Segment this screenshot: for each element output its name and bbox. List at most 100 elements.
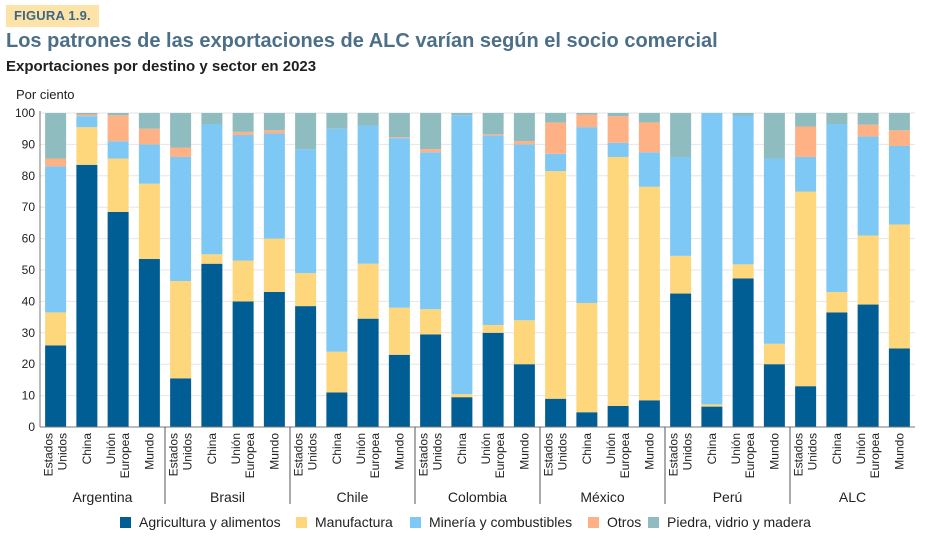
group-label: Brasil bbox=[210, 489, 245, 505]
x-tick-label: Estados bbox=[42, 433, 56, 476]
bar-segment-agricultura-y-alimentos bbox=[388, 354, 410, 427]
bar-segment-agricultura-y-alimentos bbox=[451, 397, 473, 427]
bar-segment-agricultura-y-alimentos bbox=[326, 392, 348, 427]
bar-segment-agricultura-y-alimentos bbox=[888, 348, 910, 427]
legend-item: Otros bbox=[588, 514, 641, 530]
bar-segment-agricultura-y-alimentos bbox=[638, 400, 660, 427]
x-tick-label: Europea bbox=[243, 433, 257, 479]
x-tick-label: Estados bbox=[792, 433, 806, 476]
bar-segment-manufactura bbox=[826, 291, 848, 313]
bar-segment-otros bbox=[388, 137, 410, 139]
bar-segment-piedra-vidrio-y-madera bbox=[295, 113, 317, 150]
x-tick-label: Estados bbox=[167, 433, 181, 476]
bar-segment-manufactura bbox=[857, 235, 879, 305]
bar-segment-manufactura bbox=[638, 186, 660, 401]
bar-segment-minería-y-combustibles bbox=[170, 156, 192, 281]
x-tick-label: Europea bbox=[618, 433, 632, 479]
bar-segment-manufactura bbox=[763, 343, 785, 365]
x-tick-label: China bbox=[330, 433, 344, 465]
bar-segment-minería-y-combustibles bbox=[201, 123, 223, 255]
bar-segment-piedra-vidrio-y-madera bbox=[607, 113, 629, 117]
y-tick-label: 70 bbox=[22, 200, 36, 214]
x-tick-label: Mundo bbox=[517, 433, 531, 470]
bar-segment-piedra-vidrio-y-madera bbox=[232, 113, 254, 132]
x-tick-labels: Estados Unidos China Unión Europea Mundo Estad… bbox=[42, 433, 907, 479]
bar-segment-piedra-vidrio-y-madera bbox=[420, 113, 442, 150]
legend-swatch bbox=[588, 516, 599, 528]
bar-segment-otros bbox=[888, 130, 910, 146]
group-label: México bbox=[580, 489, 625, 505]
bar-segment-otros bbox=[607, 116, 629, 143]
bar-segment-agricultura-y-alimentos bbox=[201, 263, 223, 427]
bar-segment-agricultura-y-alimentos bbox=[170, 378, 192, 427]
group-label: Perú bbox=[713, 489, 743, 505]
bar-segment-piedra-vidrio-y-madera bbox=[138, 113, 160, 129]
y-tick-label: 20 bbox=[22, 357, 36, 371]
bar-segment-manufactura bbox=[888, 224, 910, 349]
bar-segment-manufactura bbox=[170, 280, 192, 379]
bar-segment-minería-y-combustibles bbox=[420, 152, 442, 310]
bar-segment-agricultura-y-alimentos bbox=[607, 405, 629, 427]
x-tick-label: Unión bbox=[729, 433, 743, 464]
bar-segment-agricultura-y-alimentos bbox=[482, 332, 504, 427]
bar-segment-manufactura bbox=[451, 394, 473, 398]
bar-segment-manufactura bbox=[420, 309, 442, 335]
bar-segment-minería-y-combustibles bbox=[576, 127, 598, 303]
bar-segment-agricultura-y-alimentos bbox=[826, 312, 848, 427]
y-tick-label: 90 bbox=[22, 137, 36, 151]
y-tick-label: 60 bbox=[22, 232, 36, 246]
bar-segment-manufactura bbox=[357, 263, 379, 319]
x-tick-label: Mundo bbox=[642, 433, 656, 470]
bar-segment-agricultura-y-alimentos bbox=[107, 211, 129, 427]
x-tick-label: Unión bbox=[854, 433, 868, 464]
group-label: Colombia bbox=[448, 489, 507, 505]
x-tick-label: Europea bbox=[868, 433, 882, 479]
bar-segment-piedra-vidrio-y-madera bbox=[107, 113, 129, 116]
bar-segment-agricultura-y-alimentos bbox=[732, 278, 754, 427]
bar-segment-otros bbox=[263, 130, 285, 134]
bar-segment-agricultura-y-alimentos bbox=[45, 345, 67, 427]
bar-segment-piedra-vidrio-y-madera bbox=[670, 113, 692, 157]
legend-item: Manufactura bbox=[296, 514, 393, 530]
bar-segment-manufactura bbox=[795, 191, 817, 387]
bar-segment-otros bbox=[420, 149, 442, 153]
bar-segment-manufactura bbox=[326, 351, 348, 393]
x-tick-label: Mundo bbox=[392, 433, 406, 470]
bar-segment-minería-y-combustibles bbox=[482, 135, 504, 325]
bar-segment-manufactura bbox=[701, 404, 723, 407]
x-tick-label: Unidos bbox=[556, 433, 570, 470]
bar-segment-otros bbox=[857, 124, 879, 137]
bar-segment-piedra-vidrio-y-madera bbox=[357, 113, 379, 126]
bar-segment-manufactura bbox=[670, 255, 692, 294]
bar-segment-agricultura-y-alimentos bbox=[795, 386, 817, 427]
bar-segment-agricultura-y-alimentos bbox=[138, 259, 160, 427]
x-tick-label: China bbox=[80, 433, 94, 465]
x-tick-label: Mundo bbox=[767, 433, 781, 470]
x-tick-label: China bbox=[580, 433, 594, 465]
bar-segment-piedra-vidrio-y-madera bbox=[326, 113, 348, 129]
legend-swatch bbox=[648, 516, 659, 528]
x-tick-label: China bbox=[830, 433, 844, 465]
x-tick-label: Europea bbox=[743, 433, 757, 479]
bar-segment-piedra-vidrio-y-madera bbox=[795, 113, 817, 127]
bar-segment-agricultura-y-alimentos bbox=[763, 364, 785, 427]
bar-segment-minería-y-combustibles bbox=[888, 145, 910, 225]
bar-segment-minería-y-combustibles bbox=[76, 116, 98, 128]
x-tick-label: China bbox=[705, 433, 719, 465]
x-tick-label: Unidos bbox=[681, 433, 695, 470]
bar-segment-manufactura bbox=[482, 324, 504, 333]
bars bbox=[45, 113, 910, 427]
x-tick-label: Unidos bbox=[181, 433, 195, 470]
x-tick-label: Unión bbox=[104, 433, 118, 464]
bar-segment-manufactura bbox=[107, 158, 129, 212]
x-tick-label: China bbox=[455, 433, 469, 465]
bar-segment-piedra-vidrio-y-madera bbox=[638, 113, 660, 123]
bar-segment-piedra-vidrio-y-madera bbox=[201, 113, 223, 124]
bar-segment-minería-y-combustibles bbox=[107, 141, 129, 159]
x-tick-label: Unidos bbox=[306, 433, 320, 470]
y-tick-label: 100 bbox=[15, 106, 35, 120]
y-tick-labels: 0 10 20 30 40 50 60 70 80 90 100 bbox=[15, 106, 35, 434]
bar-segment-manufactura bbox=[295, 273, 317, 307]
chart-subtitle: Exportaciones por destino y sector en 20… bbox=[6, 58, 317, 75]
bar-segment-agricultura-y-alimentos bbox=[670, 293, 692, 427]
